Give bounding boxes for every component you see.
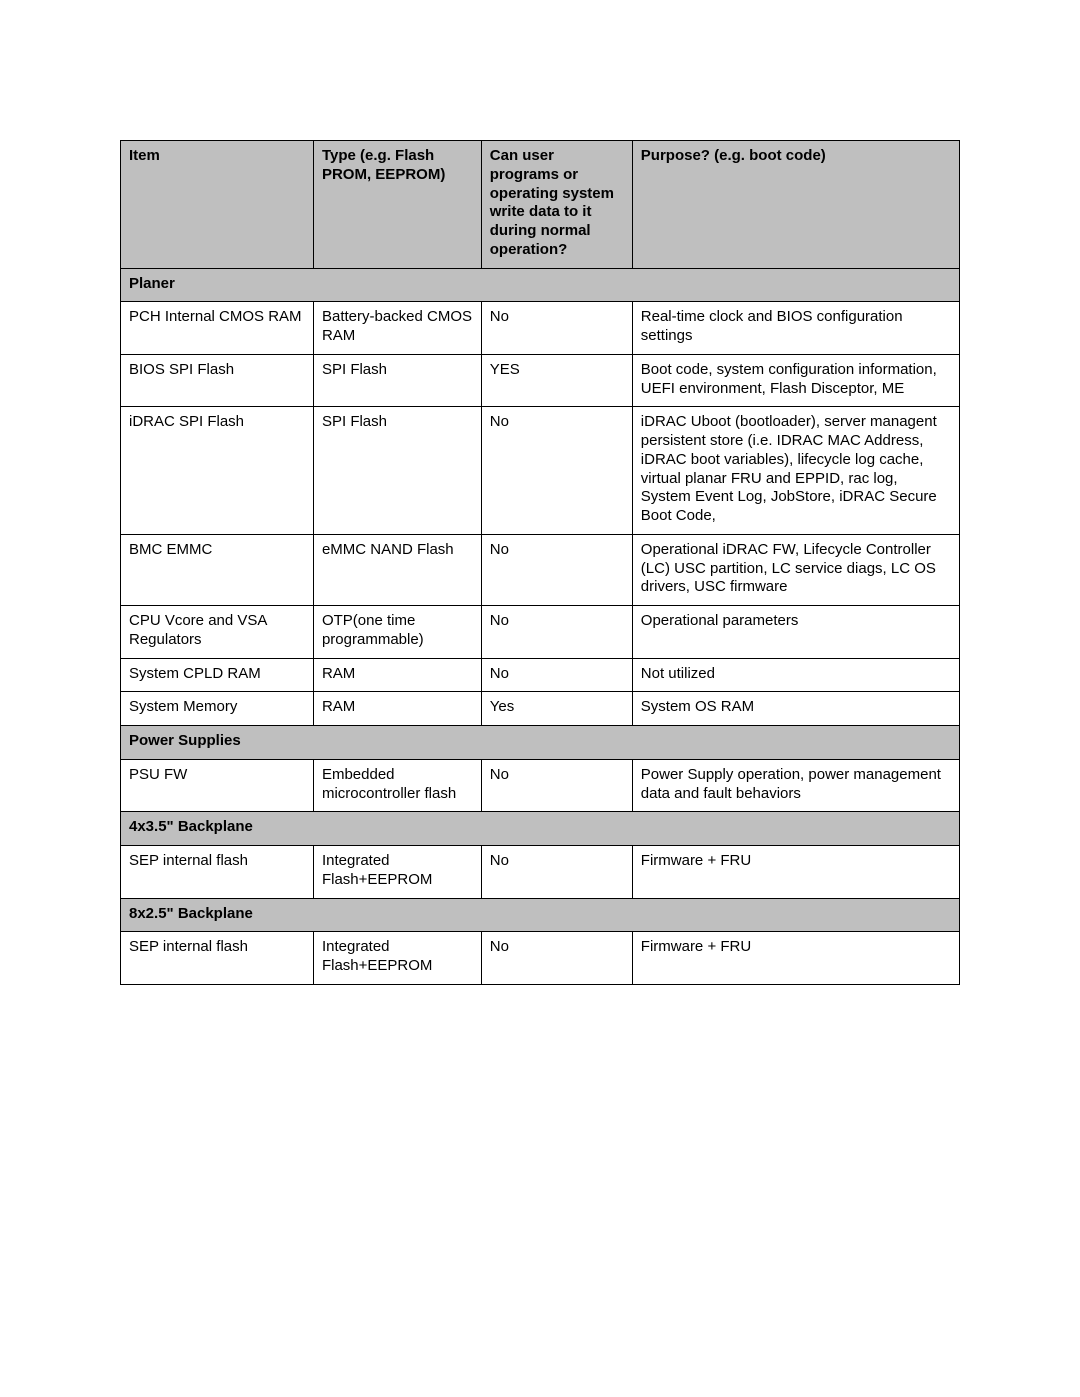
table-row: SEP internal flashIntegrated Flash+EEPRO…: [121, 932, 960, 985]
cell-item: CPU Vcore and VSA Regulators: [121, 606, 314, 659]
cell-purpose: Firmware + FRU: [632, 932, 959, 985]
table-row: iDRAC SPI FlashSPI FlashNoiDRAC Uboot (b…: [121, 407, 960, 535]
cell-type: eMMC NAND Flash: [313, 534, 481, 605]
cell-item: BIOS SPI Flash: [121, 354, 314, 407]
table-row: BIOS SPI FlashSPI FlashYESBoot code, sys…: [121, 354, 960, 407]
section-header: Planer: [121, 268, 960, 302]
cell-purpose: Not utilized: [632, 658, 959, 692]
cell-item: System CPLD RAM: [121, 658, 314, 692]
section-title: Power Supplies: [121, 726, 960, 760]
cell-item: iDRAC SPI Flash: [121, 407, 314, 535]
cell-writable: No: [481, 302, 632, 355]
cell-type: SPI Flash: [313, 407, 481, 535]
table-row: SEP internal flashIntegrated Flash+EEPRO…: [121, 846, 960, 899]
section-title: 8x2.5" Backplane: [121, 898, 960, 932]
section-header: 8x2.5" Backplane: [121, 898, 960, 932]
cell-purpose: Real-time clock and BIOS configuration s…: [632, 302, 959, 355]
cell-item: PSU FW: [121, 759, 314, 812]
table-row: PCH Internal CMOS RAMBattery-backed CMOS…: [121, 302, 960, 355]
cell-type: Embedded microcontroller flash: [313, 759, 481, 812]
table-row: System MemoryRAMYesSystem OS RAM: [121, 692, 960, 726]
cell-type: RAM: [313, 658, 481, 692]
cell-type: Battery-backed CMOS RAM: [313, 302, 481, 355]
cell-type: SPI Flash: [313, 354, 481, 407]
header-purpose: Purpose? (e.g. boot code): [632, 141, 959, 269]
cell-writable: No: [481, 606, 632, 659]
section-header: Power Supplies: [121, 726, 960, 760]
table-row: BMC EMMCeMMC NAND FlashNoOperational iDR…: [121, 534, 960, 605]
cell-writable: No: [481, 658, 632, 692]
cell-type: OTP(one time programmable): [313, 606, 481, 659]
cell-writable: No: [481, 846, 632, 899]
cell-purpose: Operational parameters: [632, 606, 959, 659]
table-row: CPU Vcore and VSA RegulatorsOTP(one time…: [121, 606, 960, 659]
cell-item: PCH Internal CMOS RAM: [121, 302, 314, 355]
cell-writable: No: [481, 759, 632, 812]
header-writable: Can user programs or operating system wr…: [481, 141, 632, 269]
section-header: 4x3.5" Backplane: [121, 812, 960, 846]
cell-purpose: Boot code, system configuration informat…: [632, 354, 959, 407]
cell-writable: YES: [481, 354, 632, 407]
volatility-table: Item Type (e.g. Flash PROM, EEPROM) Can …: [120, 140, 960, 985]
cell-item: System Memory: [121, 692, 314, 726]
cell-purpose: Power Supply operation, power management…: [632, 759, 959, 812]
cell-purpose: Firmware + FRU: [632, 846, 959, 899]
cell-purpose: Operational iDRAC FW, Lifecycle Controll…: [632, 534, 959, 605]
header-type: Type (e.g. Flash PROM, EEPROM): [313, 141, 481, 269]
cell-purpose: System OS RAM: [632, 692, 959, 726]
section-title: 4x3.5" Backplane: [121, 812, 960, 846]
table-header-row: Item Type (e.g. Flash PROM, EEPROM) Can …: [121, 141, 960, 269]
cell-item: SEP internal flash: [121, 932, 314, 985]
table-row: System CPLD RAMRAMNoNot utilized: [121, 658, 960, 692]
document-page: Item Type (e.g. Flash PROM, EEPROM) Can …: [0, 0, 1080, 1185]
cell-writable: Yes: [481, 692, 632, 726]
cell-item: SEP internal flash: [121, 846, 314, 899]
cell-writable: No: [481, 932, 632, 985]
cell-item: BMC EMMC: [121, 534, 314, 605]
cell-type: Integrated Flash+EEPROM: [313, 846, 481, 899]
table-row: PSU FWEmbedded microcontroller flashNoPo…: [121, 759, 960, 812]
cell-type: Integrated Flash+EEPROM: [313, 932, 481, 985]
cell-writable: No: [481, 407, 632, 535]
cell-type: RAM: [313, 692, 481, 726]
cell-writable: No: [481, 534, 632, 605]
cell-purpose: iDRAC Uboot (bootloader), server managen…: [632, 407, 959, 535]
header-item: Item: [121, 141, 314, 269]
table-body: PlanerPCH Internal CMOS RAMBattery-backe…: [121, 268, 960, 984]
section-title: Planer: [121, 268, 960, 302]
